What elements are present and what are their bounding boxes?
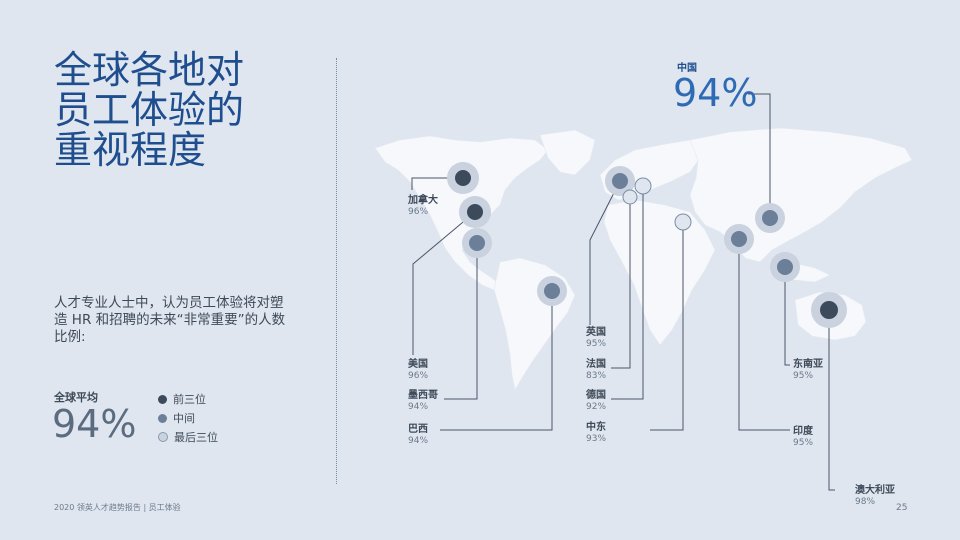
country-label-brazil: 巴西 94% xyxy=(408,424,428,447)
leader-line-india xyxy=(738,239,790,431)
leader-line-france xyxy=(611,197,631,369)
country-label-india: 印度 95% xyxy=(793,426,813,449)
country-label-australia: 澳大利亚 98% xyxy=(855,485,895,508)
legend-label-middle: 中间 xyxy=(173,412,195,425)
leader-line-australia xyxy=(828,310,835,491)
marker-mexico xyxy=(469,235,485,251)
legend-item-bottom: 最后三位 xyxy=(158,429,218,445)
leader-line-brazil xyxy=(440,291,553,431)
marker-canada xyxy=(455,170,471,186)
footer-text: 2020 领英人才趋势报告 | 员工体验 xyxy=(54,503,181,512)
marker-uk xyxy=(612,173,628,189)
leader-line-canada xyxy=(411,177,463,190)
title-line-3: 重视程度 xyxy=(54,128,207,172)
asia-landmass xyxy=(689,127,913,263)
country-label-usa: 美国 96% xyxy=(408,359,428,382)
country-name: 英国 xyxy=(586,327,606,338)
title-line-2: 员工体验的 xyxy=(54,88,245,132)
marker-middle-east xyxy=(674,213,692,231)
country-value: 95% xyxy=(793,438,814,448)
country-value: 93% xyxy=(586,434,607,444)
country-markers xyxy=(447,162,847,328)
china-highlight-value: 94% xyxy=(673,71,758,115)
country-name: 美国 xyxy=(408,359,428,370)
global-average-label: 全球平均 xyxy=(54,391,98,404)
global-average-value: 94% xyxy=(52,402,137,446)
country-value: 95% xyxy=(586,339,607,349)
marker-france xyxy=(622,189,638,205)
country-label-uk: 英国 95% xyxy=(586,327,606,350)
marker-usa xyxy=(467,204,483,220)
country-name: 澳大利亚 xyxy=(855,485,895,496)
country-name: 东南亚 xyxy=(793,359,823,370)
leader-line-southeast-asia xyxy=(784,267,790,366)
country-name: 巴西 xyxy=(408,424,428,435)
leader-line-china xyxy=(748,93,771,218)
country-value: 83% xyxy=(586,371,607,381)
legend-item-top: 前三位 xyxy=(158,391,206,407)
country-label-canada: 加拿大 96% xyxy=(408,195,438,218)
country-value: 94% xyxy=(408,436,429,446)
legend-item-middle: 中间 xyxy=(158,410,195,426)
country-label-france: 法国 83% xyxy=(586,359,606,382)
page-title: 全球各地对 员工体验的 重视程度 xyxy=(54,50,314,170)
country-name: 中东 xyxy=(586,422,606,433)
africa-landmass xyxy=(603,199,716,346)
title-line-1: 全球各地对 xyxy=(54,48,245,92)
leader-line-usa xyxy=(412,211,476,355)
country-name: 印度 xyxy=(793,426,813,437)
country-value: 98% xyxy=(855,497,876,507)
legend-dot-middle-icon xyxy=(158,413,167,423)
country-value: 96% xyxy=(408,371,429,381)
marker-china xyxy=(762,210,778,226)
description-text: 人才专业人士中，认为员工体验将对塑造 HR 和招聘的未来“非常重要”的人数比例: xyxy=(54,295,286,345)
legend-label-bottom: 最后三位 xyxy=(174,431,218,444)
country-label-mexico: 墨西哥 94% xyxy=(408,390,438,413)
country-value: 95% xyxy=(793,371,814,381)
country-value: 94% xyxy=(408,402,429,412)
marker-germany xyxy=(634,177,652,195)
legend-dot-top-icon xyxy=(158,394,167,404)
country-name: 加拿大 xyxy=(408,195,438,206)
country-name: 墨西哥 xyxy=(408,390,438,401)
leader-line-germany xyxy=(611,186,644,400)
country-name: 法国 xyxy=(586,359,606,370)
vertical-divider xyxy=(336,58,337,484)
country-label-southeast-asia: 东南亚 95% xyxy=(793,359,823,382)
country-name: 德国 xyxy=(586,390,606,401)
country-label-germany: 德国 92% xyxy=(586,390,606,413)
country-value: 92% xyxy=(586,402,607,412)
south-america-landmass xyxy=(493,257,576,391)
leader-line-middle-east xyxy=(650,222,684,431)
leader-line-mexico xyxy=(444,243,478,400)
country-value: 96% xyxy=(408,207,429,217)
marker-southeast-asia xyxy=(777,259,793,275)
marker-india xyxy=(731,231,747,247)
marker-brazil xyxy=(544,283,560,299)
marker-australia xyxy=(820,301,838,319)
china-highlight-label: 中国 xyxy=(677,63,697,74)
page-number: 25 xyxy=(896,503,908,513)
greenland-landmass xyxy=(539,129,596,176)
legend-label-top: 前三位 xyxy=(173,393,206,406)
leader-line-uk xyxy=(589,180,621,325)
country-label-middle-east: 中东 93% xyxy=(586,422,606,445)
legend-dot-bottom-icon xyxy=(158,432,168,442)
